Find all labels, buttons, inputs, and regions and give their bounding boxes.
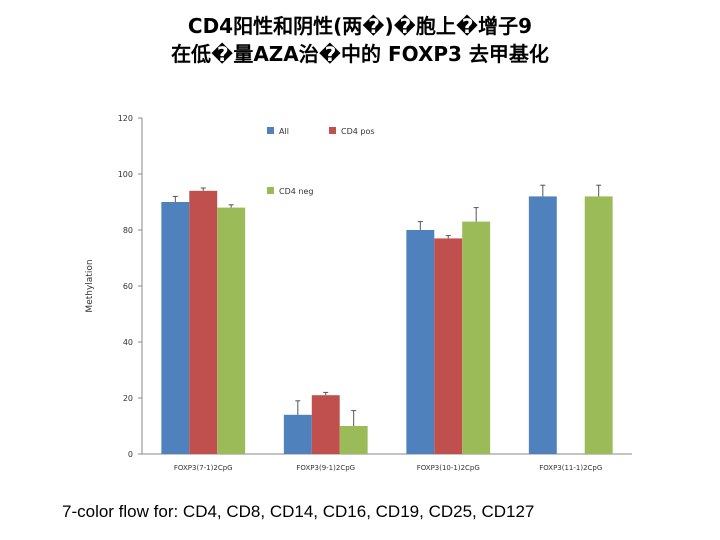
methylation-bar-chart: 0 20 40 60 80 100 120 Methylation FOXP3(7-1)2CpG… [85, 114, 632, 472]
y-axis-title: Methylation [85, 259, 95, 312]
footer-caption: 7-color flow for: CD4, CD8, CD14, CD16, … [62, 502, 535, 521]
y-tick-label: 100 [118, 170, 133, 179]
bar-cd4-pos [434, 238, 463, 454]
bar-all [528, 196, 557, 454]
bar-cd4-pos [311, 395, 340, 454]
bar-cd4-neg [339, 426, 368, 454]
y-tick-label: 0 [128, 450, 133, 459]
legend-label: CD4 neg [279, 187, 313, 196]
x-tick-label: FOXP3(11-1)2CpG [539, 464, 602, 472]
y-tick-label: 40 [123, 338, 133, 347]
bar-all [161, 202, 190, 454]
legend-label: All [279, 127, 289, 136]
title-line-2: 在低�量AZA治�中的 FOXP3 去甲基化 [171, 42, 549, 66]
x-tick-label: FOXP3(7-1)2CpG [174, 464, 233, 472]
bar-cd4-neg [217, 207, 246, 454]
bar-cd4-neg [584, 196, 613, 454]
legend-swatch [267, 187, 274, 194]
y-tick-label: 80 [123, 226, 133, 235]
legend-label: CD4 pos [341, 127, 375, 136]
bar-cd4-pos [189, 190, 218, 455]
legend-swatch [329, 127, 336, 134]
bar-cd4-neg [462, 221, 491, 454]
y-tick-label: 120 [118, 114, 133, 123]
y-tick-label: 60 [123, 282, 133, 291]
y-tick-label: 20 [123, 394, 133, 403]
title-line-1: CD4阳性和阴性(两�)�胞上�增子9 [187, 14, 533, 38]
x-tick-label: FOXP3(10-1)2CpG [417, 464, 480, 472]
legend-swatch [267, 127, 274, 134]
slide-title: CD4阳性和阴性(两�)�胞上�增子9 在低�量AZA治�中的 FOXP3 去甲… [0, 12, 720, 68]
x-tick-label: FOXP3(9-1)2CpG [296, 464, 355, 472]
bar-all [406, 230, 435, 454]
bar-all [283, 414, 312, 454]
